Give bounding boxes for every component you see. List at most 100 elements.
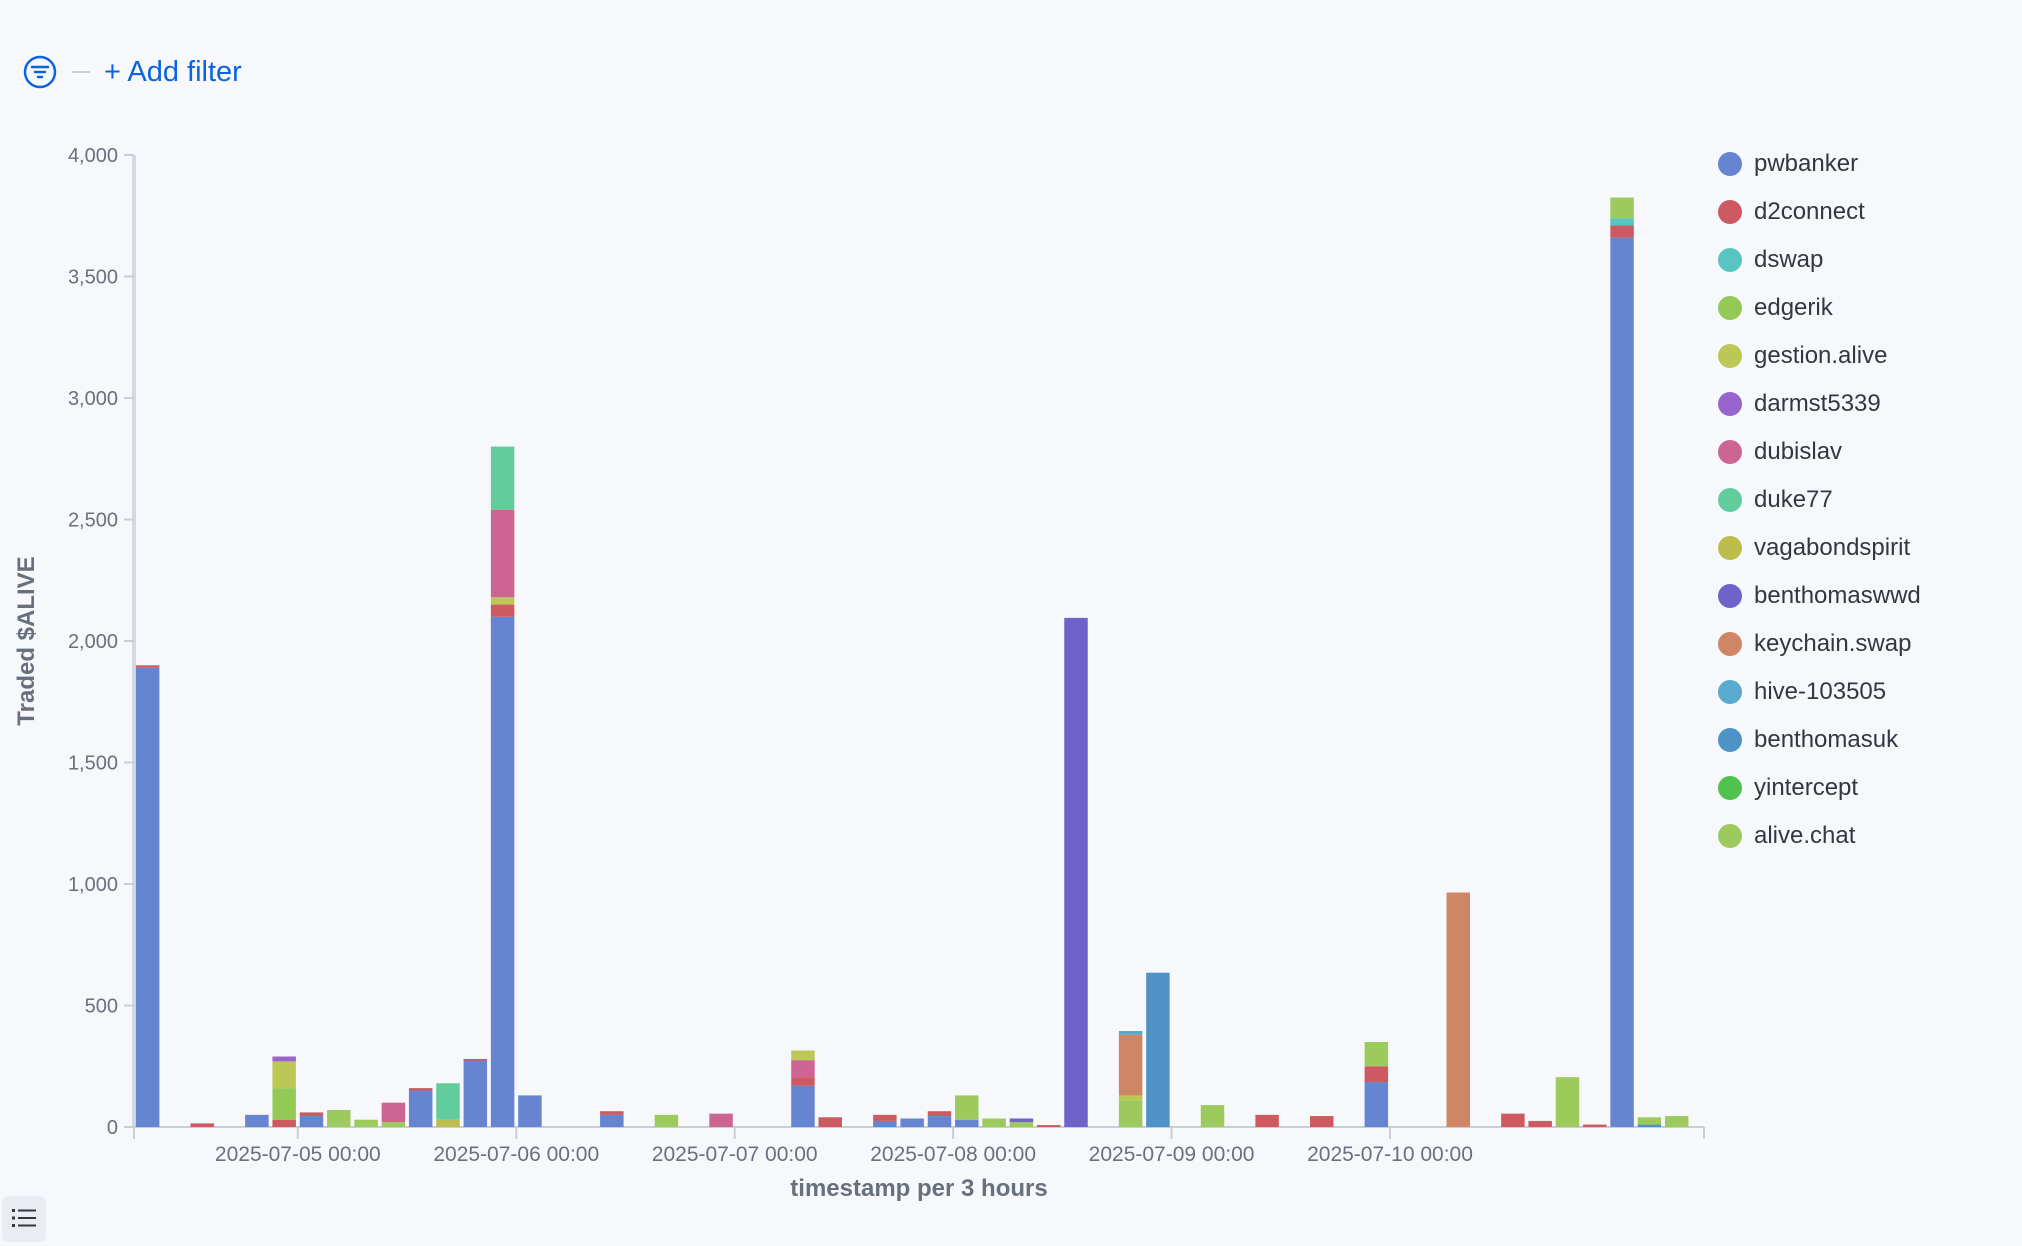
bar-segment[interactable] — [873, 1114, 897, 1121]
legend-item[interactable]: gestion.alive — [1718, 332, 1921, 380]
legend-swatch — [1718, 584, 1742, 608]
bar-segment[interactable] — [354, 1119, 378, 1127]
bar-segment[interactable] — [1118, 1034, 1143, 1096]
bar-segment[interactable] — [1610, 237, 1634, 1127]
legend-item[interactable]: benthomasuk — [1718, 716, 1921, 764]
y-tick-label: 2,000 — [68, 631, 118, 653]
bar-segment[interactable] — [955, 1095, 979, 1120]
bar-segment[interactable] — [135, 667, 160, 1127]
bar-segment[interactable] — [900, 1118, 924, 1127]
bar-segment[interactable] — [1118, 1031, 1143, 1035]
bar-segment[interactable] — [873, 1120, 897, 1127]
bar-segment[interactable] — [1610, 218, 1634, 226]
bar-segment[interactable] — [245, 1114, 269, 1127]
legend-label: dubislav — [1754, 438, 1843, 465]
y-tick-label: 1,500 — [68, 753, 118, 775]
legend-swatch — [1718, 296, 1742, 320]
bar-segment[interactable] — [436, 1119, 460, 1127]
bar-segment[interactable] — [272, 1056, 296, 1062]
legend-item[interactable]: yintercept — [1718, 764, 1921, 812]
bar-segment[interactable] — [299, 1112, 324, 1117]
legend-item[interactable]: benthomaswwd — [1718, 572, 1921, 620]
bar-segment[interactable] — [490, 604, 515, 617]
legend-item[interactable]: duke77 — [1718, 476, 1921, 524]
bar-segment[interactable] — [709, 1113, 733, 1127]
bar-segment[interactable] — [1528, 1120, 1552, 1127]
legend-item[interactable]: darmst5339 — [1718, 380, 1921, 428]
bar-segment[interactable] — [490, 509, 515, 598]
bar-segment[interactable] — [135, 665, 160, 668]
bar-segment[interactable] — [955, 1119, 979, 1127]
bar-segment[interactable] — [654, 1114, 679, 1127]
bar-segment[interactable] — [1064, 617, 1088, 1127]
legend-label: pwbanker — [1754, 150, 1859, 177]
bar-segment[interactable] — [982, 1118, 1006, 1127]
bar-segment[interactable] — [1637, 1117, 1662, 1125]
filter-bar: + Add filter — [22, 52, 242, 92]
bar-segment[interactable] — [190, 1123, 215, 1127]
bar-segment[interactable] — [436, 1083, 460, 1120]
filter-icon[interactable] — [22, 54, 58, 90]
legend-item[interactable]: pwbanker — [1718, 140, 1921, 188]
legend-label: benthomasuk — [1754, 726, 1899, 753]
bar-segment[interactable] — [408, 1088, 433, 1091]
bar-segment[interactable] — [1664, 1116, 1689, 1127]
bar-segment[interactable] — [600, 1114, 624, 1127]
legend-item[interactable]: keychain.swap — [1718, 620, 1921, 668]
bar-segment[interactable] — [1610, 225, 1634, 238]
bar-segment[interactable] — [927, 1116, 952, 1127]
bar-segment[interactable] — [791, 1050, 815, 1061]
legend-item[interactable]: hive-103505 — [1718, 668, 1921, 716]
bar-segment[interactable] — [463, 1058, 488, 1061]
bar-segment[interactable] — [600, 1111, 624, 1115]
bar-segment[interactable] — [490, 597, 515, 605]
bar-segment[interactable] — [463, 1060, 488, 1127]
bar-segment[interactable] — [1501, 1113, 1525, 1127]
bar-segment[interactable] — [272, 1119, 296, 1127]
bar-segment[interactable] — [1364, 1041, 1389, 1067]
bar-segment[interactable] — [1146, 972, 1170, 1127]
bar-segment[interactable] — [1364, 1066, 1389, 1083]
bar-segment[interactable] — [791, 1060, 815, 1078]
bar-segment[interactable] — [1009, 1118, 1034, 1123]
y-tick-label: 3,500 — [68, 267, 118, 289]
bar-segment[interactable] — [1036, 1125, 1061, 1127]
bar-segment[interactable] — [1118, 1100, 1143, 1127]
bar-segment[interactable] — [1009, 1122, 1034, 1127]
bar-segment[interactable] — [490, 446, 515, 510]
legend-item[interactable]: alive.chat — [1718, 812, 1921, 860]
bar-segment[interactable] — [818, 1117, 843, 1127]
bar-segment[interactable] — [791, 1085, 815, 1127]
y-tick-label: 500 — [85, 996, 118, 1018]
bar-segment[interactable] — [408, 1090, 433, 1127]
legend-item[interactable]: vagabondspirit — [1718, 524, 1921, 572]
bar-segment[interactable] — [327, 1109, 351, 1127]
bar-segment[interactable] — [1583, 1124, 1607, 1127]
bar-segment[interactable] — [381, 1102, 406, 1123]
bar-segment[interactable] — [1446, 892, 1471, 1127]
legend-item[interactable]: d2connect — [1718, 188, 1921, 236]
bar-segment[interactable] — [381, 1122, 406, 1127]
bar-segment[interactable] — [1255, 1114, 1279, 1127]
bar-segment[interactable] — [272, 1061, 296, 1089]
bar-segment[interactable] — [1555, 1077, 1580, 1127]
legend-label: vagabondspirit — [1754, 534, 1911, 561]
legend-item[interactable]: dswap — [1718, 236, 1921, 284]
bar-segment[interactable] — [518, 1095, 542, 1127]
bar-segment[interactable] — [927, 1111, 952, 1117]
bar-segment[interactable] — [791, 1077, 815, 1086]
bar-segment[interactable] — [1610, 197, 1634, 219]
bar-segment[interactable] — [1200, 1105, 1225, 1127]
add-filter-button[interactable]: + Add filter — [104, 55, 242, 88]
bar-segment[interactable] — [299, 1116, 324, 1127]
bar-segment[interactable] — [1364, 1082, 1389, 1127]
bar-segment[interactable] — [1309, 1116, 1334, 1127]
bar-segment[interactable] — [272, 1088, 296, 1120]
legend-toggle-button[interactable] — [2, 1196, 46, 1242]
legend-label: gestion.alive — [1754, 342, 1888, 369]
bar-segment[interactable] — [490, 616, 515, 1127]
bar-segment[interactable] — [1118, 1095, 1143, 1101]
bar-segment[interactable] — [1637, 1124, 1662, 1127]
legend-item[interactable]: dubislav — [1718, 428, 1921, 476]
legend-item[interactable]: edgerik — [1718, 284, 1921, 332]
